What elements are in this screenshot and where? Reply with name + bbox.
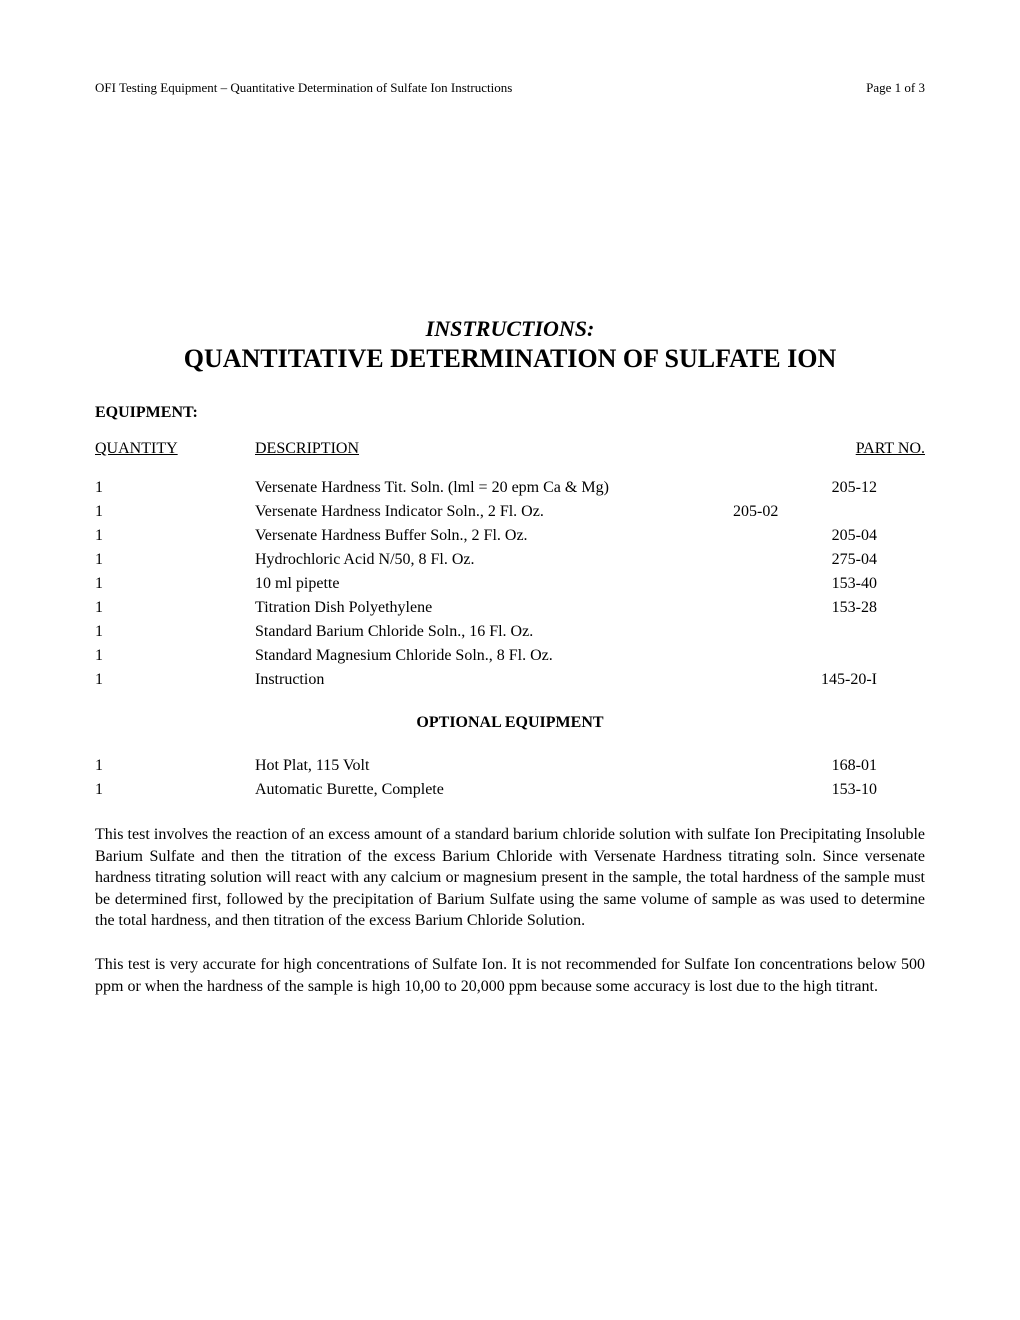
cell-partno: 145-20-I [725, 668, 925, 692]
equipment-rows-container: 1Versenate Hardness Tit. Soln. (lml = 20… [95, 476, 925, 692]
optional-rows-container: 1Hot Plat, 115 Volt168-011Automatic Bure… [95, 754, 925, 802]
table-row: 110 ml pipette153-40 [95, 572, 925, 596]
cell-description: Standard Magnesium Chloride Soln., 8 Fl.… [255, 644, 725, 668]
cell-partno [725, 644, 925, 668]
cell-description: Versenate Hardness Buffer Soln., 2 Fl. O… [255, 524, 725, 548]
main-title: QUANTITATIVE DETERMINATION OF SULFATE IO… [95, 344, 925, 374]
cell-quantity: 1 [95, 754, 255, 778]
cell-description: Automatic Burette, Complete [255, 778, 725, 802]
cell-quantity: 1 [95, 572, 255, 596]
cell-description: Hydrochloric Acid N/50, 8 Fl. Oz. [255, 548, 725, 572]
table-row: 1Instruction145-20-I [95, 668, 925, 692]
body-paragraph-2: This test is very accurate for high conc… [95, 954, 925, 997]
cell-partno: 205-04 [725, 524, 925, 548]
optional-equipment-heading: OPTIONAL EQUIPMENT [95, 714, 925, 732]
column-header-description: DESCRIPTION [255, 440, 705, 458]
equipment-heading: EQUIPMENT: [95, 404, 925, 422]
cell-partno: 168-01 [725, 754, 925, 778]
table-row: 1Standard Magnesium Chloride Soln., 8 Fl… [95, 644, 925, 668]
cell-quantity: 1 [95, 500, 255, 524]
table-row: 1Versenate Hardness Indicator Soln., 2 F… [95, 500, 925, 524]
page-header: OFI Testing Equipment – Quantitative Det… [95, 80, 925, 96]
cell-description: Titration Dish Polyethylene [255, 596, 725, 620]
cell-description: Standard Barium Chloride Soln., 16 Fl. O… [255, 620, 725, 644]
cell-partno: 153-40 [725, 572, 925, 596]
cell-partno: 275-04 [725, 548, 925, 572]
cell-description: Versenate Hardness Tit. Soln. (lml = 20 … [255, 476, 725, 500]
cell-description: Instruction [255, 668, 725, 692]
cell-quantity: 1 [95, 778, 255, 802]
column-header-partno: PART NO. [705, 440, 925, 458]
cell-quantity: 1 [95, 620, 255, 644]
cell-description: Hot Plat, 115 Volt [255, 754, 725, 778]
cell-partno: 205-12 [725, 476, 925, 500]
table-row: 1Titration Dish Polyethylene153-28 [95, 596, 925, 620]
equipment-table-header: QUANTITY DESCRIPTION PART NO. [95, 440, 925, 458]
table-row: 1Automatic Burette, Complete153-10 [95, 778, 925, 802]
instructions-label: INSTRUCTIONS: [95, 316, 925, 342]
column-header-quantity: QUANTITY [95, 440, 255, 458]
cell-quantity: 1 [95, 548, 255, 572]
cell-description: 10 ml pipette [255, 572, 725, 596]
cell-partno: 153-28 [725, 596, 925, 620]
table-row: 1Versenate Hardness Tit. Soln. (lml = 20… [95, 476, 925, 500]
title-section: INSTRUCTIONS: QUANTITATIVE DETERMINATION… [95, 316, 925, 374]
body-paragraph-1: This test involves the reaction of an ex… [95, 824, 925, 932]
cell-description: Versenate Hardness Indicator Soln., 2 Fl… [255, 500, 725, 524]
table-row: 1Standard Barium Chloride Soln., 16 Fl. … [95, 620, 925, 644]
cell-partno: 153-10 [725, 778, 925, 802]
header-left-text: OFI Testing Equipment – Quantitative Det… [95, 80, 512, 96]
cell-partno [725, 620, 925, 644]
cell-quantity: 1 [95, 476, 255, 500]
table-row: 1Hydrochloric Acid N/50, 8 Fl. Oz.275-04 [95, 548, 925, 572]
cell-quantity: 1 [95, 524, 255, 548]
header-page-number: Page 1 of 3 [866, 80, 925, 96]
cell-quantity: 1 [95, 668, 255, 692]
table-row: 1Hot Plat, 115 Volt168-01 [95, 754, 925, 778]
cell-quantity: 1 [95, 644, 255, 668]
table-row: 1Versenate Hardness Buffer Soln., 2 Fl. … [95, 524, 925, 548]
cell-quantity: 1 [95, 596, 255, 620]
cell-partno: 205-02 [725, 500, 925, 524]
